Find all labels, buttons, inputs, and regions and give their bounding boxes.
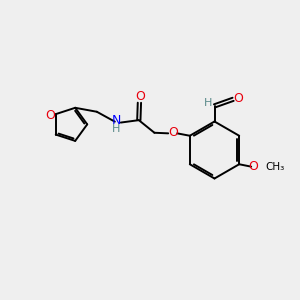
Text: N: N <box>111 114 121 127</box>
Text: O: O <box>233 92 243 105</box>
Text: H: H <box>204 98 212 109</box>
Text: H: H <box>112 124 120 134</box>
Text: O: O <box>168 126 178 139</box>
Text: O: O <box>135 90 145 103</box>
Text: O: O <box>45 109 55 122</box>
Text: CH₃: CH₃ <box>265 162 284 172</box>
Text: O: O <box>249 160 259 173</box>
